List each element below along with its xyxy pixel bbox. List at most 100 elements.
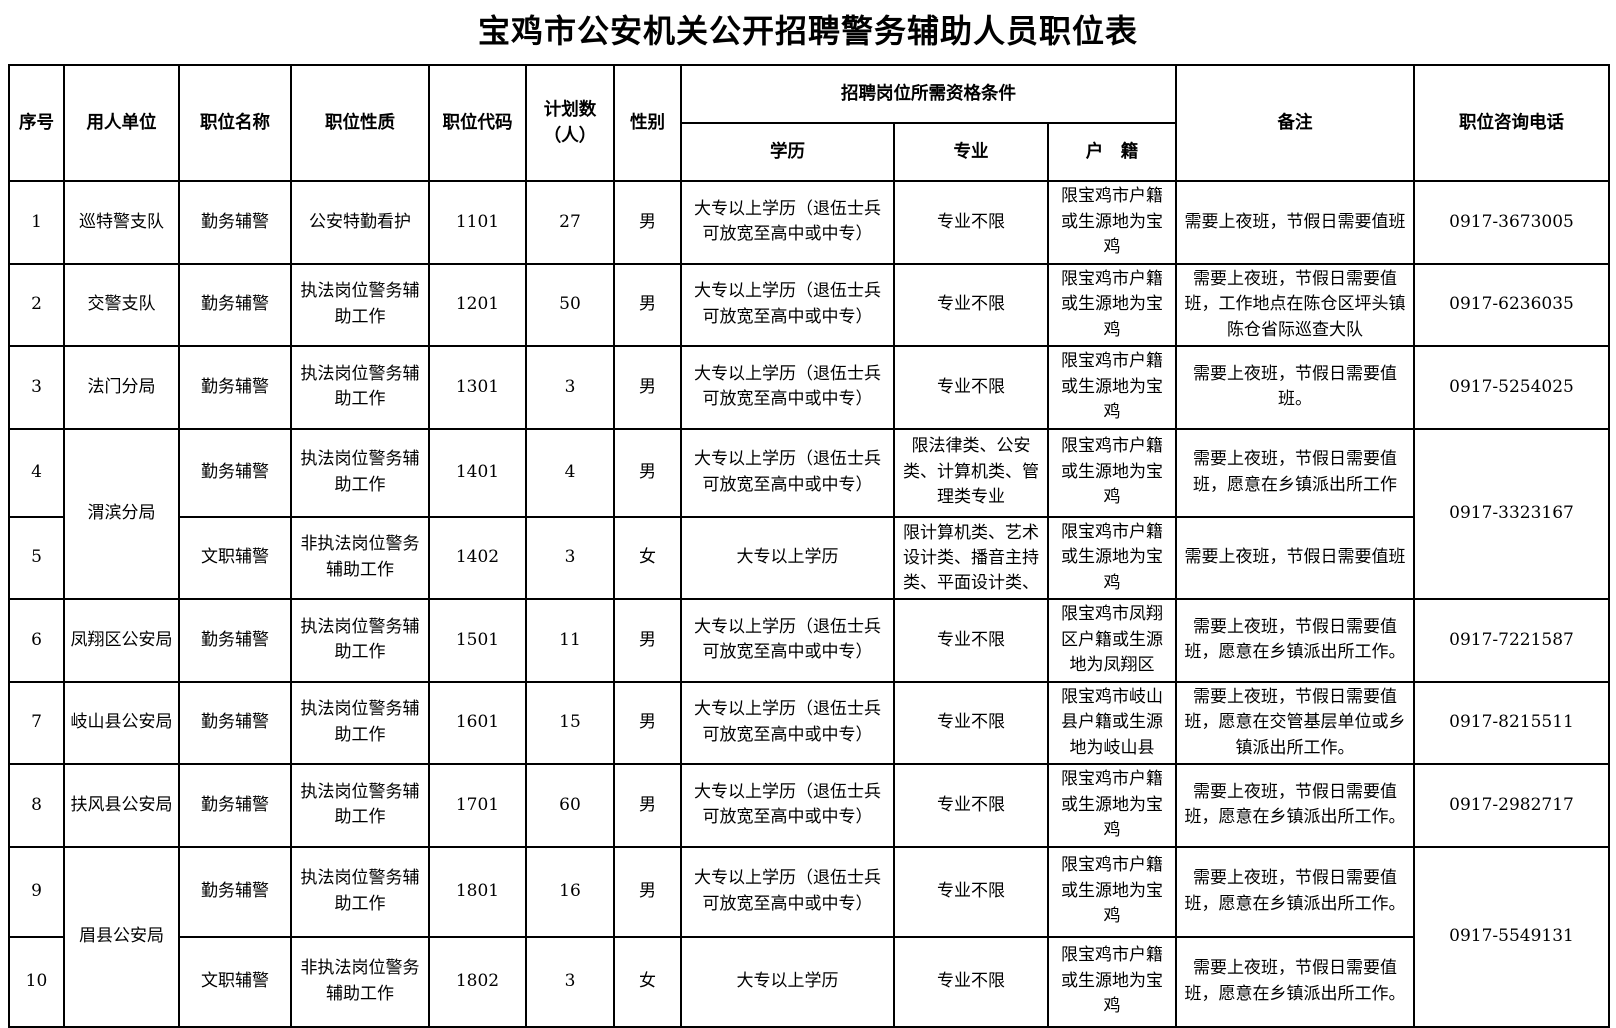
cell-position-nature: 执法岗位警务辅助工作: [290, 680, 430, 765]
cell-major: 专业不限: [893, 845, 1049, 938]
cell-household: 限宝鸡市岐山县户籍或生源地为岐山县: [1046, 680, 1178, 765]
cell-plan-count: 15: [525, 680, 615, 765]
cell-position-name: 文职辅警: [178, 515, 292, 600]
cell-employer: 巡特警支队: [63, 180, 180, 265]
cell-position-nature: 执法岗位警务辅助工作: [290, 262, 430, 347]
cell-employer: 凤翔区公安局: [63, 598, 180, 683]
cell-major-clipped-text: 限计算机类、艺术设计类、播音主持类、平面设计类、会计类专业: [903, 522, 1039, 593]
col-header-gender: 性别: [613, 64, 682, 182]
cell-phone: 0917-2982717: [1413, 763, 1611, 848]
cell-position-nature: 非执法岗位警务辅助工作: [290, 515, 430, 600]
cell-seq: 1: [8, 180, 65, 265]
cell-education: 大专以上学历（退伍士兵可放宽至高中或中专）: [680, 845, 895, 938]
cell-major: 专业不限: [893, 262, 1049, 347]
cell-phone: 0917-5254025: [1413, 345, 1611, 430]
cell-gender: 女: [613, 515, 682, 600]
cell-major: 专业不限: [893, 680, 1049, 765]
cell-major: 限法律类、公安类、计算机类、管理类专业: [893, 427, 1049, 518]
cell-position-code: 1401: [428, 427, 527, 518]
cell-major: 专业不限: [893, 763, 1049, 848]
cell-major: 限计算机类、艺术设计类、播音主持类、平面设计类、会计类专业: [893, 515, 1049, 600]
cell-plan-count: 4: [525, 427, 615, 518]
cell-education: 大专以上学历（退伍士兵可放宽至高中或中专）: [680, 262, 895, 347]
cell-position-code: 1402: [428, 515, 527, 600]
cell-position-code: 1701: [428, 763, 527, 848]
cell-plan-count: 60: [525, 763, 615, 848]
cell-plan-count: 3: [525, 345, 615, 430]
cell-position-code: 1101: [428, 180, 527, 265]
cell-position-nature: 执法岗位警务辅助工作: [290, 763, 430, 848]
cell-position-code: 1201: [428, 262, 527, 347]
cell-gender: 男: [613, 345, 682, 430]
cell-gender: 男: [613, 763, 682, 848]
cell-remarks: 需要上夜班，节假日需要值班。: [1175, 345, 1416, 430]
cell-education: 大专以上学历: [680, 935, 895, 1028]
table-row: 2 交警支队 勤务辅警 执法岗位警务辅助工作 1201 50 男 大专以上学历（…: [8, 262, 1611, 347]
header-row-top: 序号 用人单位 职位名称 职位性质 职位代码 计划数（人） 性别 招聘岗位所需资…: [8, 64, 1611, 182]
cell-remarks: 需要上夜班，节假日需要值班，愿意在乡镇派出所工作。: [1175, 935, 1416, 1028]
cell-household: 限宝鸡市户籍或生源地为宝鸡: [1046, 262, 1178, 347]
cell-major: 专业不限: [893, 598, 1049, 683]
cell-phone: 0917-5549131: [1413, 845, 1611, 1028]
table-row: 10 文职辅警 非执法岗位警务辅助工作 1802 3 女 大专以上学历 专业不限…: [8, 935, 1609, 1028]
cell-household: 限宝鸡市凤翔区户籍或生源地为凤翔区: [1046, 598, 1178, 683]
cell-seq: 8: [8, 763, 65, 848]
cell-position-name: 勤务辅警: [178, 845, 292, 938]
cell-remarks: 需要上夜班，节假日需要值班，工作地点在陈仓区坪头镇陈仓省际巡查大队: [1175, 262, 1416, 347]
cell-gender: 男: [613, 262, 682, 347]
cell-remarks: 需要上夜班，节假日需要值班，愿意在乡镇派出所工作。: [1175, 763, 1416, 848]
cell-household: 限宝鸡市户籍或生源地为宝鸡: [1046, 763, 1178, 848]
cell-gender: 女: [613, 935, 682, 1028]
table-row: 4 渭滨分局 勤务辅警 执法岗位警务辅助工作 1401 4 男 大专以上学历（退…: [8, 427, 1611, 600]
header-row-sub: 学历 专业 户 籍: [9, 122, 1609, 182]
col-header-household: 户 籍: [1046, 122, 1178, 182]
cell-seq: 3: [8, 345, 65, 430]
cell-remarks: 需要上夜班，节假日需要值班，愿意在交管基层单位或乡镇派出所工作。: [1175, 680, 1416, 765]
cell-gender: 男: [613, 427, 682, 518]
cell-household: 限宝鸡市户籍或生源地为宝鸡: [1046, 345, 1178, 430]
cell-remarks: 需要上夜班，节假日需要值班，愿意在乡镇派出所工作: [1175, 427, 1416, 518]
cell-position-name: 勤务辅警: [178, 180, 292, 265]
cell-education: 大专以上学历（退伍士兵可放宽至高中或中专）: [680, 345, 895, 430]
cell-position-nature: 执法岗位警务辅助工作: [290, 598, 430, 683]
cell-remarks: 需要上夜班，节假日需要值班，愿意在乡镇派出所工作。: [1175, 845, 1416, 938]
col-header-plan-count: 计划数（人）: [525, 64, 615, 182]
cell-position-nature: 公安特勤看护: [290, 180, 430, 265]
cell-education: 大专以上学历（退伍士兵可放宽至高中或中专）: [680, 598, 895, 683]
cell-plan-count: 3: [525, 515, 615, 600]
cell-employer: 岐山县公安局: [63, 680, 180, 765]
cell-major: 专业不限: [893, 180, 1049, 265]
cell-seq: 5: [8, 515, 65, 600]
cell-position-code: 1801: [428, 845, 527, 938]
cell-employer: 眉县公安局: [63, 845, 180, 1028]
cell-education: 大专以上学历（退伍士兵可放宽至高中或中专）: [680, 427, 895, 518]
cell-plan-count: 3: [525, 935, 615, 1028]
cell-phone: 0917-3673005: [1413, 180, 1611, 265]
cell-phone: 0917-6236035: [1413, 262, 1611, 347]
col-header-phone: 职位咨询电话: [1413, 64, 1611, 182]
page-title: 宝鸡市公安机关公开招聘警务辅助人员职位表: [477, 12, 1138, 50]
cell-position-name: 勤务辅警: [178, 262, 292, 347]
table-row: 5 文职辅警 非执法岗位警务辅助工作 1402 3 女 大专以上学历 限计算机类…: [8, 515, 1609, 600]
table-row: 9 眉县公安局 勤务辅警 执法岗位警务辅助工作 1801 16 男 大专以上学历…: [8, 845, 1611, 1028]
cell-phone: 0917-7221587: [1413, 598, 1611, 683]
cell-plan-count: 50: [525, 262, 615, 347]
table-row: 3 法门分局 勤务辅警 执法岗位警务辅助工作 1301 3 男 大专以上学历（退…: [8, 345, 1611, 430]
cell-position-name: 勤务辅警: [178, 763, 292, 848]
cell-gender: 男: [613, 180, 682, 265]
col-header-education: 学历: [680, 122, 895, 182]
cell-seq: 4: [8, 427, 65, 518]
cell-remarks: 需要上夜班，节假日需要值班: [1175, 515, 1416, 600]
cell-seq: 6: [8, 598, 65, 683]
cell-remarks: 需要上夜班，节假日需要值班: [1175, 180, 1416, 265]
cell-education: 大专以上学历（退伍士兵可放宽至高中或中专）: [680, 680, 895, 765]
cell-position-code: 1601: [428, 680, 527, 765]
table-row: 7 岐山县公安局 勤务辅警 执法岗位警务辅助工作 1601 15 男 大专以上学…: [8, 680, 1611, 765]
cell-plan-count: 11: [525, 598, 615, 683]
table-row: 1 巡特警支队 勤务辅警 公安特勤看护 1101 27 男 大专以上学历（退伍士…: [8, 180, 1611, 265]
cell-position-name: 勤务辅警: [178, 598, 292, 683]
cell-employer: 法门分局: [63, 345, 180, 430]
cell-major: 专业不限: [893, 345, 1049, 430]
cell-gender: 男: [613, 680, 682, 765]
cell-household: 限宝鸡市户籍或生源地为宝鸡: [1046, 845, 1178, 938]
